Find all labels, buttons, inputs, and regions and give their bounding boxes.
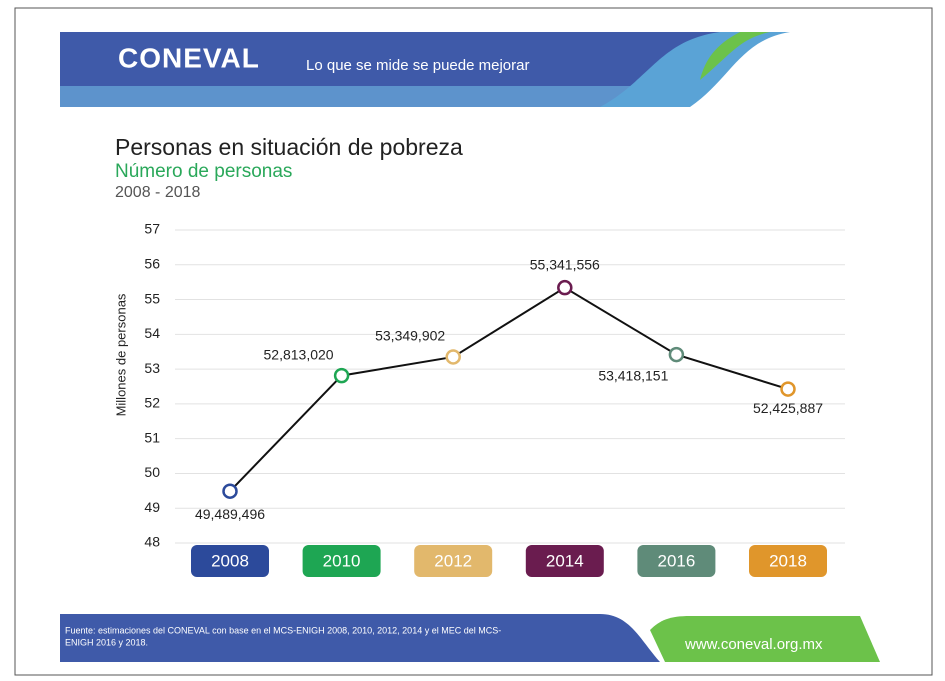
category-box	[637, 545, 716, 577]
category-box	[414, 545, 493, 577]
data-label: 52,813,020	[264, 346, 334, 362]
header-wave	[700, 32, 770, 80]
point	[445, 349, 461, 365]
slogan: Lo que se mide se puede mejorar	[306, 57, 529, 74]
source-line: ENIGH 2016 y 2018.	[65, 637, 148, 647]
footer-band	[60, 614, 660, 662]
x-tick-label: 2016	[657, 551, 695, 570]
y-tick-label: 56	[144, 255, 160, 271]
chart-subtitle: Número de personas	[115, 161, 292, 182]
period: 2008 - 2018	[115, 184, 201, 201]
point	[668, 346, 685, 363]
logo: CONEVAL	[118, 42, 260, 73]
x-tick-label: 2014	[546, 551, 584, 570]
point	[780, 381, 796, 397]
category-box	[302, 545, 381, 577]
x-tick-label: 2008	[211, 551, 249, 570]
source-line: Fuente: estimaciones del CONEVAL con bas…	[65, 625, 501, 635]
data-label: 53,418,151	[598, 367, 668, 383]
point	[557, 279, 573, 296]
y-tick-label: 48	[144, 534, 160, 550]
category-box	[525, 545, 604, 577]
category-box	[191, 545, 269, 577]
y-axis-label: Millones de personas	[113, 293, 128, 416]
data-label: 52,425,887	[753, 400, 823, 416]
header-wave	[690, 32, 880, 107]
data-label: 53,349,902	[375, 328, 445, 344]
point	[333, 367, 350, 384]
data-line	[229, 286, 789, 492]
y-tick-label: 51	[144, 429, 160, 445]
url: www.coneval.org.mx	[684, 636, 823, 653]
y-tick-label: 55	[144, 290, 160, 306]
y-tick-label: 50	[144, 464, 160, 480]
footer-green	[650, 616, 880, 662]
point	[222, 483, 238, 499]
category-box	[749, 545, 827, 577]
y-tick-label: 57	[144, 221, 160, 237]
data-label: 49,489,496	[195, 506, 265, 522]
x-tick-label: 2012	[434, 551, 472, 570]
y-tick-label: 52	[144, 395, 160, 411]
x-tick-label: 2018	[769, 551, 807, 570]
chart-title: Personas en situación de pobreza	[115, 134, 463, 160]
y-tick-label: 49	[144, 499, 160, 515]
data-label: 55,341,556	[530, 256, 600, 272]
y-tick-label: 53	[144, 360, 160, 376]
y-tick-label: 54	[144, 325, 160, 341]
x-tick-label: 2010	[323, 551, 361, 570]
